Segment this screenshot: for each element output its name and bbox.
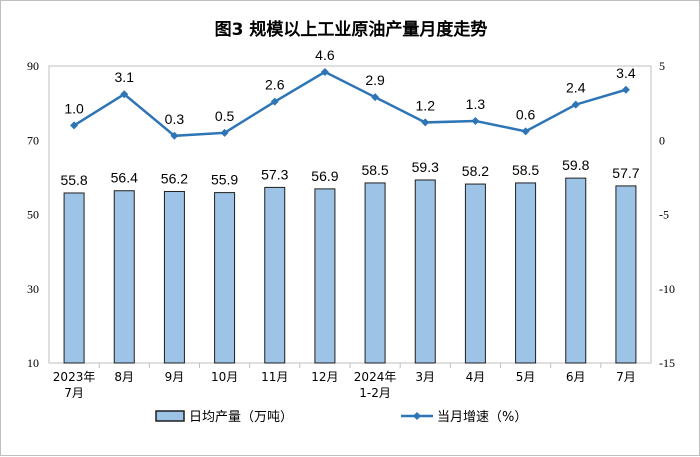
legend-bar-swatch bbox=[155, 410, 185, 422]
line-data-label: 0.5 bbox=[215, 108, 235, 124]
y-left-tick-label: 30 bbox=[27, 282, 39, 296]
bar bbox=[565, 177, 587, 364]
bar bbox=[515, 182, 537, 364]
x-tick-label: 2023年 7月 bbox=[53, 370, 96, 400]
line-data-label: 3.1 bbox=[115, 69, 135, 85]
x-tick-label: 5月 bbox=[516, 370, 536, 384]
bar-data-label: 56.9 bbox=[311, 168, 338, 184]
bar bbox=[464, 183, 486, 364]
bar-data-label: 55.8 bbox=[60, 172, 87, 188]
bar bbox=[364, 182, 386, 364]
bar bbox=[214, 192, 236, 364]
line-data-label: 3.4 bbox=[616, 65, 636, 81]
y-left-tick-label: 90 bbox=[27, 59, 39, 73]
bar-data-label: 59.8 bbox=[562, 157, 589, 173]
line-point bbox=[521, 127, 530, 136]
chart-title: 图3 规模以上工业原油产量月度走势 bbox=[215, 19, 488, 40]
x-tick-label: 11月 bbox=[261, 370, 288, 384]
line-point bbox=[120, 90, 129, 99]
bar bbox=[113, 190, 135, 364]
bar-data-label: 57.3 bbox=[261, 166, 288, 182]
bar-data-label: 58.2 bbox=[462, 163, 489, 179]
line-data-label: 4.6 bbox=[315, 47, 335, 63]
line-data-label: 2.6 bbox=[265, 77, 285, 93]
x-tick-label: 6月 bbox=[566, 370, 586, 384]
y-left-tick-label: 70 bbox=[27, 133, 39, 147]
bar bbox=[63, 192, 85, 364]
x-tick-label: 8月 bbox=[114, 370, 134, 384]
y-right-tick-label: -10 bbox=[659, 282, 675, 296]
bar-data-label: 56.4 bbox=[111, 170, 138, 186]
y-left-tick-label: 10 bbox=[27, 356, 39, 370]
bar-data-label: 57.7 bbox=[612, 165, 639, 181]
x-tick-label: 10月 bbox=[211, 370, 238, 384]
line-point bbox=[371, 93, 380, 102]
line-point bbox=[220, 128, 229, 137]
line-point bbox=[70, 121, 79, 130]
x-tick-label: 12月 bbox=[311, 370, 338, 384]
line-data-label: 2.9 bbox=[365, 72, 385, 88]
growth-line bbox=[73, 70, 627, 138]
y-right-tick-label: 0 bbox=[659, 133, 665, 147]
y-right-tick-label: -15 bbox=[659, 356, 675, 370]
y-left-tick-label: 50 bbox=[27, 208, 39, 222]
x-tick-label: 9月 bbox=[165, 370, 185, 384]
line-data-label: 2.4 bbox=[566, 80, 586, 96]
line-data-label: 1.0 bbox=[64, 100, 84, 116]
line-point bbox=[471, 116, 480, 125]
y-right-tick-label: -5 bbox=[659, 208, 669, 222]
bar-data-label: 58.5 bbox=[361, 162, 388, 178]
line-point bbox=[571, 100, 580, 109]
bar-data-label: 55.9 bbox=[211, 172, 238, 188]
y-right-tick-label: 5 bbox=[659, 59, 665, 73]
x-tick-label: 2024年 1-2月 bbox=[354, 370, 397, 400]
line-point bbox=[621, 85, 630, 94]
line-point bbox=[421, 118, 430, 127]
bar bbox=[264, 186, 286, 364]
bar-data-label: 56.2 bbox=[161, 170, 188, 186]
x-tick-label: 4月 bbox=[466, 370, 486, 384]
bar-data-label: 59.3 bbox=[412, 159, 439, 175]
legend-line-marker bbox=[413, 412, 421, 420]
line-data-label: 0.6 bbox=[516, 106, 536, 122]
line-point bbox=[320, 67, 329, 76]
bar bbox=[615, 185, 637, 364]
bar bbox=[314, 188, 336, 364]
plot-area bbox=[48, 65, 652, 364]
line-point bbox=[270, 97, 279, 106]
line-point bbox=[170, 131, 179, 140]
legend-line-label: 当月增速（%） bbox=[437, 410, 527, 425]
bar bbox=[414, 179, 436, 364]
line-data-label: 0.3 bbox=[165, 111, 185, 127]
x-tick-label: 7月 bbox=[616, 370, 636, 384]
line-data-label: 1.3 bbox=[466, 96, 486, 112]
x-tick-label: 3月 bbox=[415, 370, 435, 384]
bar-data-label: 58.5 bbox=[512, 162, 539, 178]
bar bbox=[163, 190, 185, 364]
line-data-label: 1.2 bbox=[416, 97, 436, 113]
legend-bar-label: 日均产量（万吨） bbox=[189, 410, 293, 425]
